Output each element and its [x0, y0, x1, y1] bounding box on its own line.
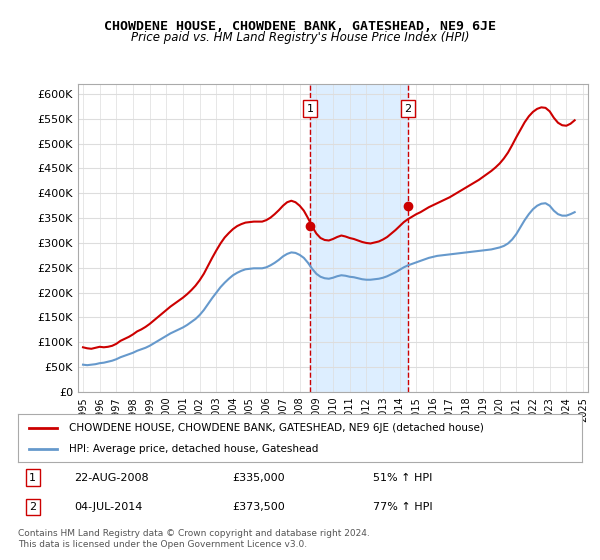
Text: 2: 2: [29, 502, 37, 512]
Text: £373,500: £373,500: [232, 502, 285, 512]
Text: Price paid vs. HM Land Registry's House Price Index (HPI): Price paid vs. HM Land Registry's House …: [131, 31, 469, 44]
Text: CHOWDENE HOUSE, CHOWDENE BANK, GATESHEAD, NE9 6JE (detached house): CHOWDENE HOUSE, CHOWDENE BANK, GATESHEAD…: [69, 423, 484, 433]
Text: Contains HM Land Registry data © Crown copyright and database right 2024.
This d: Contains HM Land Registry data © Crown c…: [18, 529, 370, 549]
Text: 1: 1: [29, 473, 36, 483]
Text: 22-AUG-2008: 22-AUG-2008: [74, 473, 149, 483]
Text: HPI: Average price, detached house, Gateshead: HPI: Average price, detached house, Gate…: [69, 444, 318, 454]
Text: 2: 2: [404, 104, 412, 114]
Text: 77% ↑ HPI: 77% ↑ HPI: [373, 502, 433, 512]
Text: 1: 1: [307, 104, 314, 114]
Text: £335,000: £335,000: [232, 473, 285, 483]
Text: 51% ↑ HPI: 51% ↑ HPI: [373, 473, 433, 483]
Text: CHOWDENE HOUSE, CHOWDENE BANK, GATESHEAD, NE9 6JE: CHOWDENE HOUSE, CHOWDENE BANK, GATESHEAD…: [104, 20, 496, 32]
Text: 04-JUL-2014: 04-JUL-2014: [74, 502, 143, 512]
Bar: [310, 84, 408, 392]
